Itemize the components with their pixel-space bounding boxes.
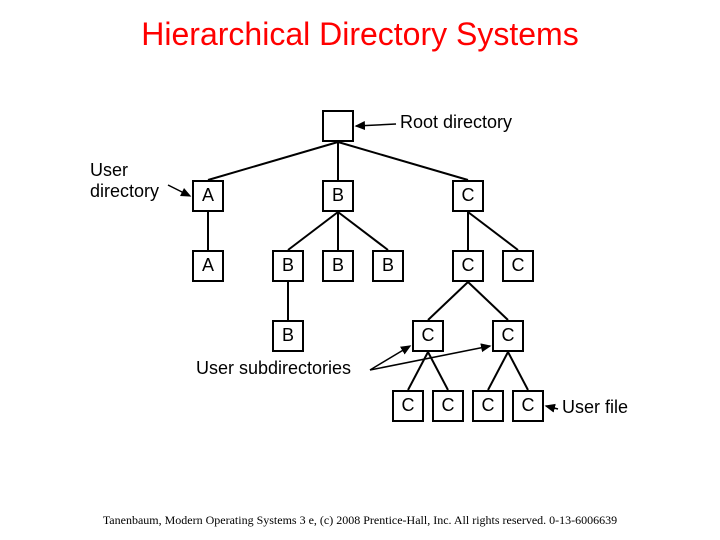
annotation-user_dir: Userdirectory [90, 160, 159, 202]
annotation-user_file: User file [562, 397, 628, 418]
tree-diagram: ABCABBBCCBCCCCCC Root directoryUserdirec… [0, 0, 720, 540]
annotation-user_subdirs: User subdirectories [196, 358, 351, 379]
annotation-root_label: Root directory [400, 112, 512, 133]
footer-citation: Tanenbaum, Modern Operating Systems 3 e,… [0, 513, 720, 528]
